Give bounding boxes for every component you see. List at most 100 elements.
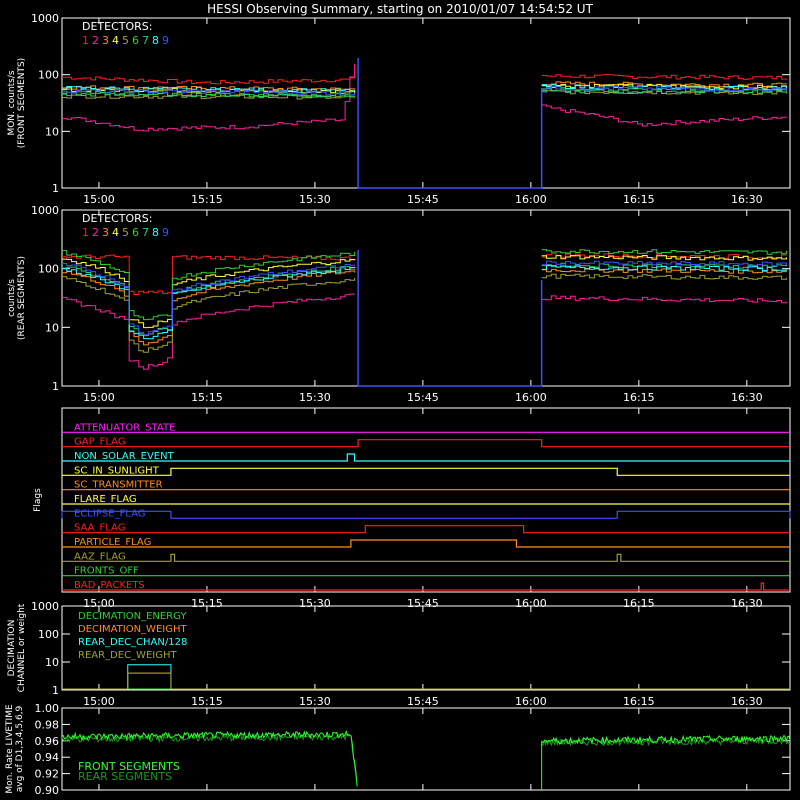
legend-entry-5: 5	[122, 34, 129, 47]
legend-entry-7: 7	[142, 34, 149, 47]
y-axis-label: Mon. Rate LIVETIME	[5, 704, 15, 794]
flag-line-sc_in_sunlight	[62, 467, 790, 476]
panel-frame-4	[61, 707, 791, 791]
series-line-3	[62, 267, 787, 346]
y-axis-label: CHANNEL or weight	[17, 603, 27, 692]
x-tick-label: 16:15	[623, 391, 655, 404]
legend-entry-2: 2	[92, 226, 99, 239]
x-tick-label: 16:00	[515, 695, 547, 708]
x-tick-label: 15:15	[191, 695, 223, 708]
x-tick-label: 16:30	[731, 193, 763, 206]
y-tick-label: 1	[52, 182, 59, 195]
y-tick-label: 100	[38, 628, 59, 641]
legend-entry: REAR SEGMENTS	[78, 770, 172, 783]
series-line-4	[62, 255, 787, 329]
series-line-1	[62, 253, 787, 295]
y-tick-label: 10	[45, 125, 59, 138]
series-line-2	[62, 64, 787, 132]
y-tick-label: 0.92	[35, 768, 60, 781]
y-axis-label: Flags	[33, 488, 43, 512]
x-tick-label: 16:00	[515, 193, 547, 206]
panel-frame-3	[61, 605, 791, 691]
legend-entry: DECIMATION_WEIGHT	[78, 624, 187, 635]
panel-frame-2	[61, 407, 791, 593]
x-tick-label: 15:30	[299, 193, 331, 206]
y-tick-label: 0.90	[35, 784, 60, 797]
flag-line-aaz_flag	[62, 553, 790, 562]
y-tick-label: 1.00	[35, 702, 60, 715]
legend-entry-6: 6	[132, 226, 139, 239]
flag-line-gap_flag	[62, 439, 790, 448]
y-tick-label: 100	[38, 69, 59, 82]
x-tick-label: 15:30	[299, 695, 331, 708]
y-tick-label: 0.94	[35, 751, 60, 764]
x-tick-label: 15:00	[83, 597, 115, 610]
x-tick-label: 16:30	[731, 597, 763, 610]
legend-entry-4: 4	[112, 226, 119, 239]
y-tick-label: 1	[52, 380, 59, 393]
flag-label: FLARE_FLAG	[74, 494, 137, 505]
flag-label: GAP_FLAG	[74, 437, 126, 448]
panel-frame-1	[61, 209, 791, 387]
flag-label: SC_TRANSMITTER	[74, 480, 163, 491]
series-line-5	[62, 273, 787, 353]
y-axis-label: MON. counts/s	[7, 70, 17, 135]
series-line-7	[62, 88, 787, 98]
legend-entry-7: 7	[142, 226, 149, 239]
series-line-8	[62, 265, 787, 340]
y-axis-label: counts/s	[7, 279, 17, 317]
legend-title: DETECTORS:	[82, 212, 152, 225]
y-tick-label: 1	[52, 684, 59, 697]
x-tick-label: 16:00	[515, 597, 547, 610]
legend-entry-8: 8	[152, 34, 159, 47]
series-line-9	[62, 260, 787, 336]
panel-frame-0	[61, 17, 791, 189]
gap-baseline-line	[357, 250, 543, 387]
legend-entry-5: 5	[122, 226, 129, 239]
x-tick-label: 16:15	[623, 193, 655, 206]
legend-entry: DECIMATION_ENERGY	[78, 611, 187, 622]
legend-entry-3: 3	[102, 226, 109, 239]
flag-label: SC_IN_SUNLIGHT	[74, 465, 160, 476]
legend-entry-6: 6	[132, 34, 139, 47]
flag-line-particle_flag	[62, 539, 790, 548]
x-tick-label: 15:45	[407, 597, 439, 610]
x-tick-label: 16:15	[623, 695, 655, 708]
flag-label: AAZ_FLAG	[74, 551, 126, 562]
legend-entry: FRONT SEGMENTS	[78, 760, 180, 773]
x-tick-label: 15:30	[299, 391, 331, 404]
y-tick-label: 100	[38, 263, 59, 276]
gap-baseline-line	[357, 58, 543, 189]
series-line-6	[62, 249, 787, 321]
y-tick-label: 1000	[31, 204, 59, 217]
y-axis-label: DECIMATION	[7, 620, 17, 677]
y-tick-label: 0.98	[35, 718, 60, 731]
legend-entry-9: 9	[162, 34, 169, 47]
legend-entry-1: 1	[82, 226, 89, 239]
y-tick-label: 1000	[31, 600, 59, 613]
x-tick-label: 15:15	[191, 597, 223, 610]
legend-entry: REAR_DEC_WEIGHT	[78, 650, 177, 661]
x-tick-label: 15:45	[407, 193, 439, 206]
y-axis-label: (REAR SEGMENTS)	[17, 256, 27, 340]
flag-line-eclipse_flag	[61, 510, 791, 519]
x-tick-label: 15:00	[83, 695, 115, 708]
legend-entry: REAR_DEC_CHAN/128	[78, 637, 187, 648]
x-tick-label: 15:00	[83, 391, 115, 404]
legend-entry-8: 8	[152, 226, 159, 239]
legend-title: DETECTORS:	[82, 20, 152, 33]
x-tick-label: 15:15	[191, 193, 223, 206]
x-tick-label: 15:45	[407, 391, 439, 404]
legend-entry-1: 1	[82, 34, 89, 47]
flag-label: ATTENUATOR_STATE	[74, 422, 175, 433]
series-line-9	[62, 85, 787, 96]
x-tick-label: 15:00	[83, 193, 115, 206]
flag-line-saa_flag	[62, 525, 790, 534]
series-line-5	[62, 89, 787, 100]
x-tick-label: 15:15	[191, 391, 223, 404]
flag-label: SAA_FLAG	[74, 523, 125, 534]
flag-label: FRONTS_OFF	[74, 566, 139, 577]
y-axis-label: avg of D1,3,4,5,6,9	[15, 705, 25, 792]
series-line-1	[62, 63, 787, 85]
flag-line-non_solar_event	[62, 453, 790, 462]
